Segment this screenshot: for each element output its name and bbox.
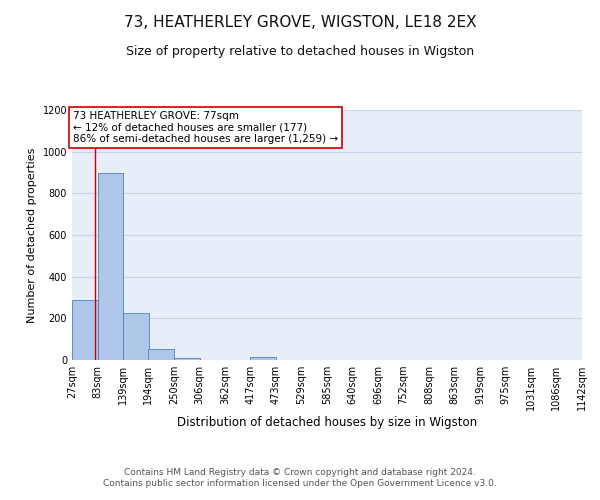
Bar: [250, 357, 276, 360]
Bar: [72, 300, 98, 360]
Text: 73, HEATHERLEY GROVE, WIGSTON, LE18 2EX: 73, HEATHERLEY GROVE, WIGSTON, LE18 2EX: [124, 15, 476, 30]
Text: 73 HEATHERLEY GROVE: 77sqm
← 12% of detached houses are smaller (177)
86% of sem: 73 HEATHERLEY GROVE: 77sqm ← 12% of deta…: [73, 111, 338, 144]
Bar: [148, 348, 174, 360]
Text: Size of property relative to detached houses in Wigston: Size of property relative to detached ho…: [126, 45, 474, 58]
Y-axis label: Number of detached properties: Number of detached properties: [27, 148, 37, 322]
Bar: [123, 313, 149, 360]
Bar: [174, 358, 200, 360]
Bar: [98, 172, 123, 360]
X-axis label: Distribution of detached houses by size in Wigston: Distribution of detached houses by size …: [177, 416, 477, 429]
Text: Contains HM Land Registry data © Crown copyright and database right 2024.
Contai: Contains HM Land Registry data © Crown c…: [103, 468, 497, 487]
